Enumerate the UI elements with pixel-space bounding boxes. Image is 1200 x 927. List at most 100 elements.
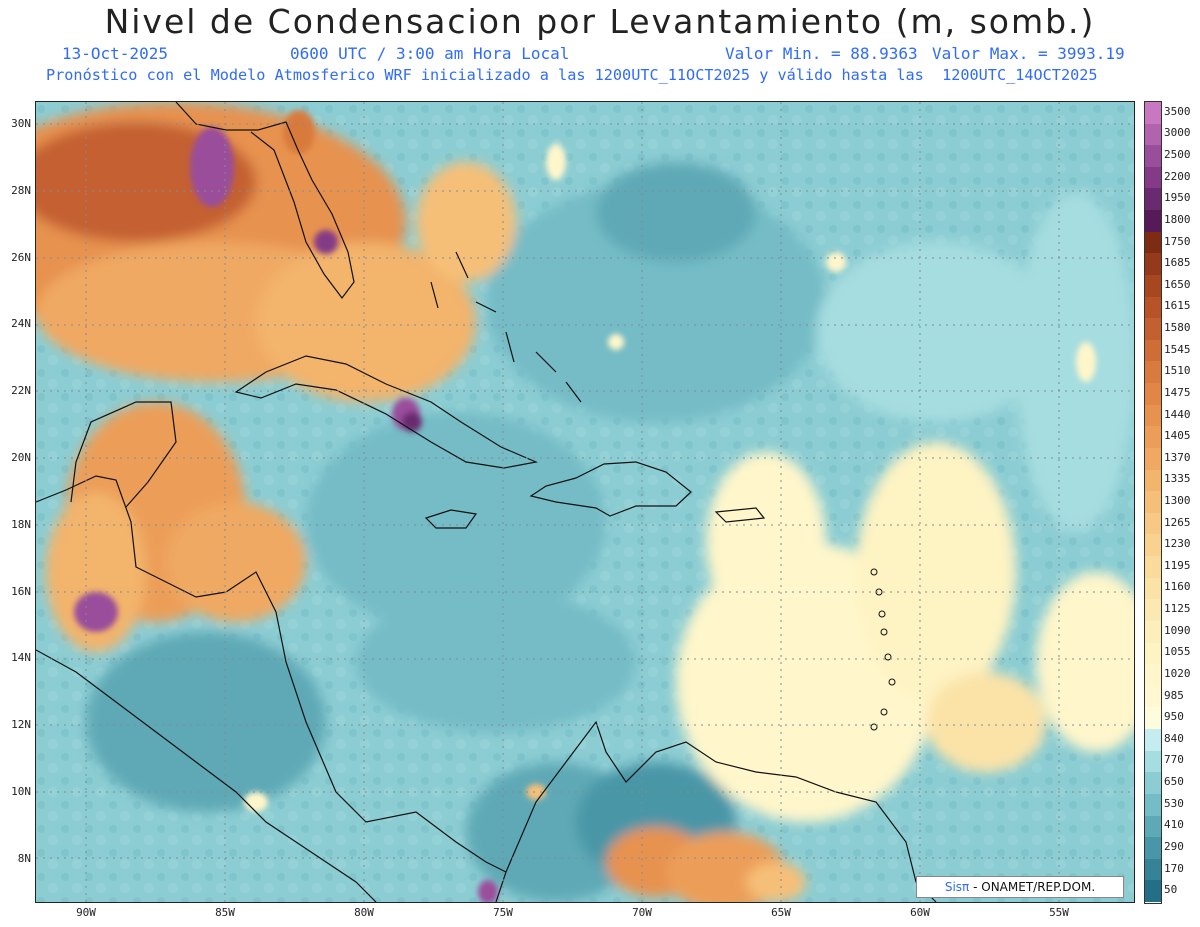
colorbar-segment	[1145, 426, 1161, 449]
chart-title: Nivel de Condensacion por Levantamiento …	[104, 2, 1096, 41]
colorbar-value-label: 1265	[1164, 515, 1191, 529]
field-patch	[402, 412, 422, 432]
field-patch	[356, 592, 636, 732]
field-patch	[546, 144, 566, 180]
max-value-label: Valor Max. = 3993.19	[932, 44, 1125, 63]
florida-coast	[175, 102, 355, 299]
colorbar-value-label: 1370	[1164, 450, 1191, 464]
colorbar-segment	[1145, 253, 1161, 276]
colorbar-segment	[1145, 318, 1161, 341]
colorbar-segment	[1145, 102, 1161, 125]
colorbar-value-label: 840	[1164, 731, 1184, 745]
lat-tick-label: 30N	[11, 117, 31, 130]
central-america-pacific	[36, 649, 377, 902]
lat-tick-label: 28N	[11, 183, 31, 197]
colorbar-segment	[1145, 729, 1161, 752]
colorbar-segment	[1145, 145, 1161, 168]
lat-tick-label: 8N	[17, 851, 31, 865]
colorbar-segment	[1145, 750, 1161, 773]
field-patch	[596, 162, 756, 262]
field-patch	[1036, 572, 1134, 752]
colorbar-segment	[1145, 512, 1161, 535]
colorbar-value-label: 1800	[1164, 212, 1191, 226]
colorbar-value-label: 1440	[1164, 407, 1191, 421]
colorbar-value-label: 1195	[1164, 558, 1191, 572]
colorbar-segment	[1145, 642, 1161, 665]
colorbar-value-label: 1950	[1164, 191, 1191, 205]
yucatan-coast	[70, 401, 177, 508]
colorbar-value-label: 1475	[1164, 385, 1191, 399]
colorbar-segment	[1145, 599, 1161, 622]
colorbar-value-label: 3000	[1164, 126, 1191, 140]
colorbar-value-label: 290	[1164, 839, 1184, 853]
colorbar-value-label: 1020	[1164, 666, 1191, 680]
colorbar-value-label: 1615	[1164, 299, 1191, 313]
field-patch	[926, 672, 1046, 772]
colorbar-value-label: 1510	[1164, 364, 1191, 378]
colorbar-segment	[1145, 707, 1161, 730]
cuba-coast	[234, 355, 539, 469]
colorbar-value-label: 1405	[1164, 429, 1191, 443]
credit-org: - ONAMET/REP.DOM.	[973, 880, 1096, 894]
field-patch	[746, 862, 806, 902]
lat-lon-grid	[36, 102, 1134, 902]
colorbar-value-label: 1055	[1164, 645, 1191, 659]
lon-tick-label: 70W	[632, 906, 652, 919]
colorbar-value-label: 2500	[1164, 148, 1191, 162]
colorbar-segment	[1145, 166, 1161, 189]
field-patch	[816, 242, 1056, 422]
forecast-map	[35, 101, 1135, 903]
field-patch	[256, 242, 476, 402]
field-patch	[74, 592, 118, 632]
colorbar-segment	[1145, 296, 1161, 319]
colorbar-segment	[1145, 556, 1161, 579]
central-america-coast	[36, 475, 507, 902]
lon-tick-label: 75W	[493, 906, 513, 919]
lon-tick-label: 65W	[771, 906, 791, 919]
lat-tick-label: 24N	[11, 317, 31, 331]
colorbar	[1144, 101, 1162, 904]
colorbar-value-label: 170	[1164, 861, 1184, 875]
field-patch	[166, 502, 306, 622]
colorbar-value-label: 1650	[1164, 277, 1191, 291]
coastlines	[36, 102, 937, 902]
credit-box: Sisπ - ONAMET/REP.DOM.	[916, 876, 1124, 898]
forecast-info-line: Pronóstico con el Modelo Atmosferico WRF…	[46, 66, 1098, 84]
min-value-label: Valor Min. = 88.9363	[725, 44, 918, 63]
credit-brand: Sisπ	[944, 880, 970, 894]
time-label: 0600 UTC / 3:00 am Hora Local	[290, 44, 570, 63]
field-patch	[826, 252, 846, 272]
colorbar-segment	[1145, 620, 1161, 644]
lon-tick-label: 60W	[910, 906, 930, 919]
date-label: 13-Oct-2025	[62, 44, 168, 63]
colorbar-value-label: 1750	[1164, 234, 1191, 248]
colorbar-segment	[1145, 793, 1161, 816]
colorbar-value-label: 1580	[1164, 321, 1191, 335]
lon-tick-label: 85W	[215, 906, 235, 919]
lat-tick-label: 14N	[11, 651, 31, 665]
colorbar-value-label: 1335	[1164, 472, 1191, 486]
colorbar-value-label: 3500	[1164, 104, 1191, 118]
south-america-coast	[505, 720, 937, 902]
lon-tick-label: 55W	[1049, 906, 1069, 919]
field-patch	[856, 442, 1016, 702]
colorbar-segment	[1145, 685, 1161, 708]
colorbar-value-label: 1090	[1164, 623, 1191, 637]
colorbar-value-label: 1230	[1164, 537, 1191, 551]
colorbar-segment	[1145, 664, 1161, 687]
colorbar-value-label: 1545	[1164, 342, 1191, 356]
colorbar-segment	[1145, 858, 1161, 881]
field-patch	[306, 412, 606, 632]
colorbar-segment	[1145, 815, 1161, 838]
field-patch	[416, 162, 516, 282]
colorbar-segment	[1145, 880, 1161, 903]
colorbar-value-label: 410	[1164, 818, 1184, 832]
lesser-antilles	[870, 568, 896, 731]
lat-tick-label: 16N	[11, 584, 31, 598]
lat-tick-label: 10N	[11, 785, 31, 798]
colorbar-value-label: 1160	[1164, 580, 1191, 594]
field-patch	[478, 880, 498, 902]
colorbar-segment	[1145, 383, 1161, 406]
colorbar-value-label: 985	[1164, 688, 1184, 702]
lon-tick-label: 90W	[76, 906, 96, 919]
